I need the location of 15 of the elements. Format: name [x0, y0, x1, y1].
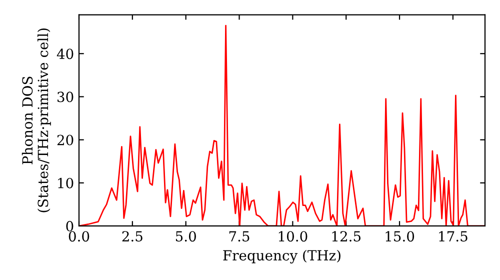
x-tick-label: 10.0: [278, 231, 308, 242]
y-axis-title: Phonon DOS (States/THz·primitive cell): [22, 28, 51, 212]
y-tick-label: 40: [56, 48, 74, 60]
x-tick-label: 2.5: [122, 231, 142, 242]
x-axis-title: Frequency (THz): [223, 250, 340, 264]
x-tick-label: 17.5: [439, 231, 468, 242]
y-tick-label: 20: [57, 134, 74, 146]
x-tick-label: 0.0: [68, 231, 90, 242]
y-tick-label: 0: [66, 220, 74, 232]
y-tick-label: 10: [58, 178, 74, 188]
x-tick-label: 15.0: [386, 231, 414, 242]
x-tick-label: 7.5: [229, 231, 250, 242]
x-tick-label: 12.5: [332, 231, 360, 242]
y-tick-label: 30: [58, 92, 74, 102]
x-tick-label: 5.0: [176, 231, 196, 242]
